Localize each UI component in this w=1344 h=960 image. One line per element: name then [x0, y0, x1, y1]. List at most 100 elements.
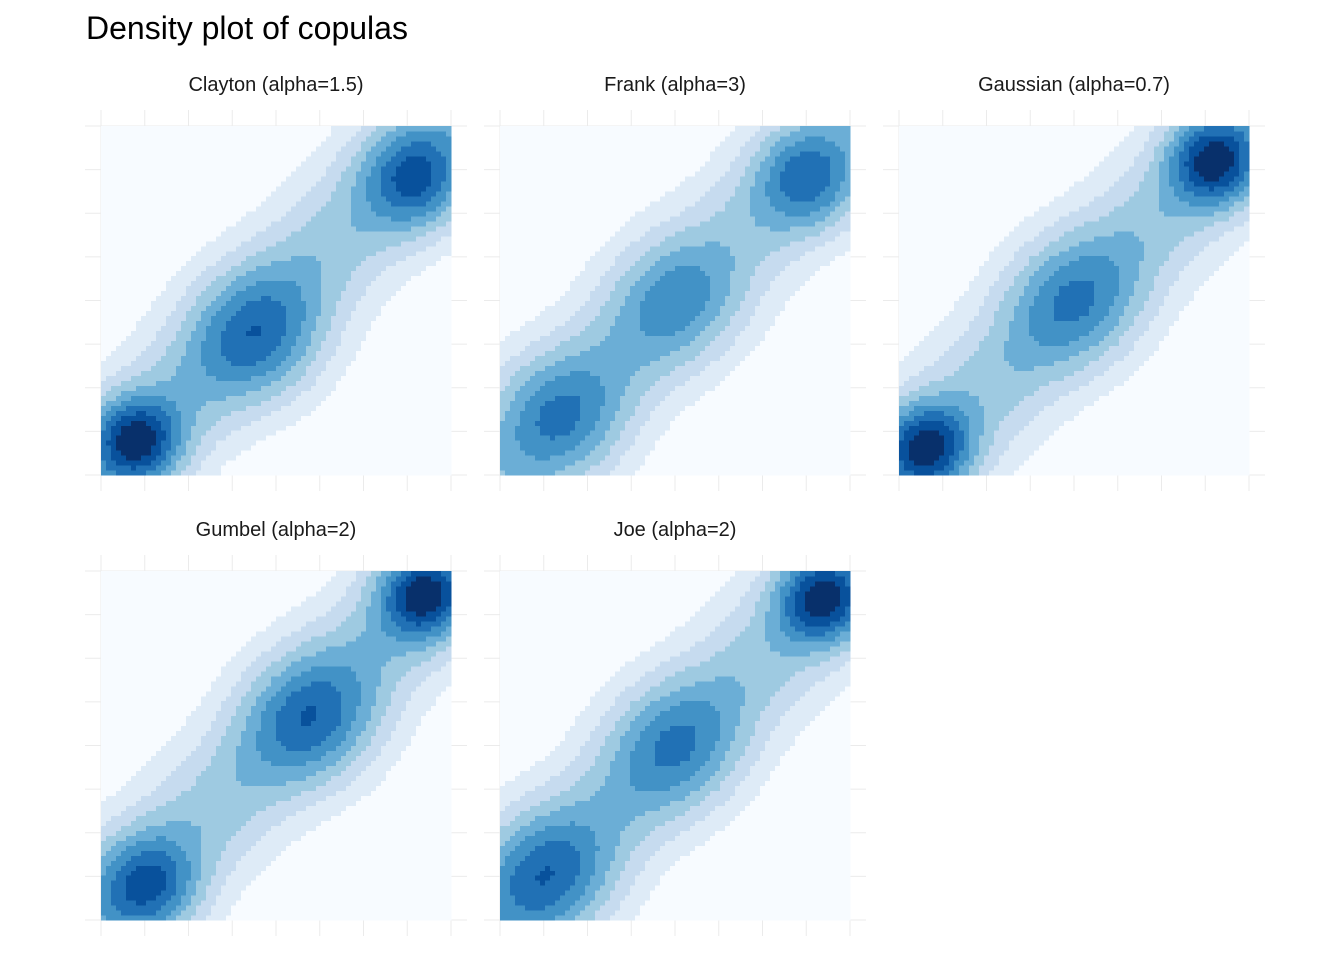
- density-cell: [231, 470, 237, 476]
- density-cell: [366, 141, 372, 147]
- density-cell: [266, 350, 272, 356]
- density-cell: [256, 266, 262, 272]
- density-cell: [241, 151, 247, 157]
- density-cell: [211, 286, 217, 292]
- density-cell: [276, 465, 282, 471]
- density-cell: [176, 320, 182, 326]
- density-cell: [286, 465, 292, 471]
- density-cell: [156, 201, 162, 207]
- density-cell: [196, 201, 202, 207]
- density-cell: [446, 156, 452, 162]
- density-cell: [156, 256, 162, 262]
- density-cell: [326, 380, 332, 386]
- density-cell: [151, 141, 157, 147]
- density-cell: [426, 281, 432, 287]
- density-cell: [351, 425, 357, 431]
- density-cell: [396, 345, 402, 351]
- density-cell: [366, 420, 372, 426]
- density-cell: [131, 320, 137, 326]
- density-cell: [406, 241, 412, 247]
- density-cell: [221, 380, 227, 386]
- density-cell: [366, 345, 372, 351]
- density-cell: [246, 291, 252, 297]
- density-cell: [311, 435, 317, 441]
- density-cell: [186, 136, 192, 142]
- density-cell: [191, 171, 197, 177]
- density-cell: [236, 400, 242, 406]
- density-cell: [116, 296, 122, 302]
- density-cell: [286, 146, 292, 152]
- density-cell: [276, 211, 282, 217]
- density-cell: [346, 355, 352, 361]
- density-cell: [296, 231, 302, 237]
- density-cell: [316, 375, 322, 381]
- density-cell: [171, 305, 177, 311]
- density-cell: [136, 345, 142, 351]
- density-cell: [146, 206, 152, 212]
- density-cell: [116, 355, 122, 361]
- density-cell: [261, 385, 267, 391]
- density-cell: [146, 340, 152, 346]
- density-cell: [316, 450, 322, 456]
- density-cell: [181, 470, 187, 476]
- density-cell: [376, 226, 382, 232]
- density-cell: [126, 385, 132, 391]
- density-cell: [326, 425, 332, 431]
- density-cell: [296, 266, 302, 272]
- density-cell: [281, 340, 287, 346]
- density-cell: [341, 146, 347, 152]
- density-cell: [191, 350, 197, 356]
- density-cell: [351, 420, 357, 426]
- density-cell: [146, 241, 152, 247]
- density-cell: [276, 375, 282, 381]
- density-cell: [216, 126, 222, 132]
- density-cell: [226, 161, 232, 167]
- density-cell: [176, 161, 182, 167]
- density-cell: [326, 226, 332, 232]
- density-cell: [281, 465, 287, 471]
- density-cell: [406, 355, 412, 361]
- density-cell: [436, 186, 442, 192]
- density-cell: [251, 455, 257, 461]
- density-cell: [261, 241, 267, 247]
- density-cell: [176, 186, 182, 192]
- density-cell: [346, 131, 352, 137]
- density-cell: [151, 246, 157, 252]
- density-cell: [301, 136, 307, 142]
- density-cell: [311, 171, 317, 177]
- density-cell: [116, 365, 122, 371]
- density-cell: [206, 460, 212, 466]
- density-cell: [131, 246, 137, 252]
- density-cell: [286, 415, 292, 421]
- density-cell: [441, 400, 447, 406]
- density-cell: [111, 191, 117, 197]
- density-cell: [136, 465, 142, 471]
- density-cell: [126, 181, 132, 187]
- density-cell: [336, 186, 342, 192]
- density-cell: [101, 226, 107, 232]
- density-cell: [216, 370, 222, 376]
- density-cell: [126, 241, 132, 247]
- density-cell: [331, 281, 337, 287]
- density-cell: [216, 226, 222, 232]
- density-cell: [276, 350, 282, 356]
- density-cell: [131, 146, 137, 152]
- density-cell: [296, 355, 302, 361]
- density-cell: [436, 385, 442, 391]
- density-cell: [161, 395, 167, 401]
- density-cell: [446, 315, 452, 321]
- density-cell: [446, 360, 452, 366]
- density-cell: [301, 201, 307, 207]
- density-cell: [291, 191, 297, 197]
- density-cell: [316, 251, 322, 257]
- density-cell: [116, 246, 122, 252]
- density-cell: [376, 445, 382, 451]
- density-cell: [271, 450, 277, 456]
- density-cell: [146, 400, 152, 406]
- density-cell: [151, 430, 157, 436]
- facet-panel-clayton: [85, 110, 467, 491]
- density-cell: [386, 440, 392, 446]
- density-cell: [126, 171, 132, 177]
- density-cell: [246, 470, 252, 476]
- density-cell: [411, 365, 417, 371]
